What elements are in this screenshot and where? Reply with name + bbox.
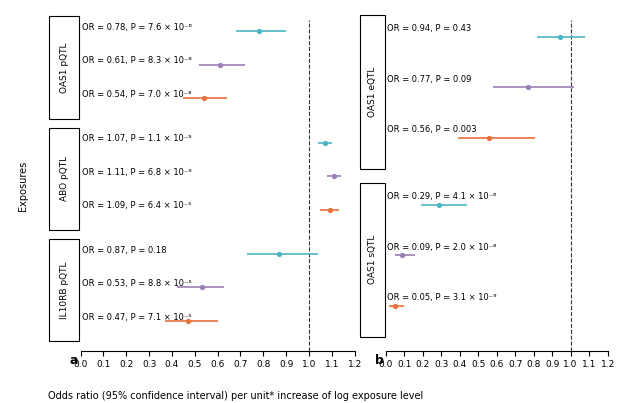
Text: OAS1 sQTL: OAS1 sQTL <box>368 235 377 284</box>
Bar <box>49 17 79 118</box>
Text: OR = 0.78, P = 7.6 × 10⁻⁶: OR = 0.78, P = 7.6 × 10⁻⁶ <box>82 23 192 32</box>
Bar <box>49 128 79 230</box>
Text: OR = 0.53, P = 8.8 × 10⁻⁵: OR = 0.53, P = 8.8 × 10⁻⁵ <box>82 279 192 288</box>
Text: OAS1 eQTL: OAS1 eQTL <box>368 66 377 117</box>
Text: OR = 0.05, P = 3.1 × 10⁻⁹: OR = 0.05, P = 3.1 × 10⁻⁹ <box>387 293 496 302</box>
Text: OR = 0.47, P = 7.1 × 10⁻⁵: OR = 0.47, P = 7.1 × 10⁻⁵ <box>82 313 192 322</box>
Bar <box>49 239 79 341</box>
Text: OR = 1.09, P = 6.4 × 10⁻⁵: OR = 1.09, P = 6.4 × 10⁻⁵ <box>82 201 192 210</box>
Text: a: a <box>69 354 78 367</box>
Text: ABO pQTL: ABO pQTL <box>60 156 69 202</box>
Text: OR = 0.09, P = 2.0 × 10⁻⁸: OR = 0.09, P = 2.0 × 10⁻⁸ <box>387 243 496 252</box>
Text: OR = 0.77, P = 0.09: OR = 0.77, P = 0.09 <box>387 75 471 84</box>
Text: OR = 1.07, P = 1.1 × 10⁻⁹: OR = 1.07, P = 1.1 × 10⁻⁹ <box>82 134 192 143</box>
Text: OR = 0.61, P = 8.3 × 10⁻⁸: OR = 0.61, P = 8.3 × 10⁻⁸ <box>82 56 192 65</box>
Text: OR = 0.94, P = 0.43: OR = 0.94, P = 0.43 <box>387 24 471 33</box>
Text: b: b <box>374 354 383 367</box>
Text: OR = 1.11, P = 6.8 × 10⁻⁹: OR = 1.11, P = 6.8 × 10⁻⁹ <box>82 168 192 177</box>
Text: OR = 0.29, P = 4.1 × 10⁻⁶: OR = 0.29, P = 4.1 × 10⁻⁶ <box>387 192 496 202</box>
Text: OR = 0.87, P = 0.18: OR = 0.87, P = 0.18 <box>82 246 167 255</box>
Text: IL10RB pQTL: IL10RB pQTL <box>60 262 69 319</box>
Bar <box>360 15 384 168</box>
Bar <box>360 183 384 337</box>
Y-axis label: Exposures: Exposures <box>18 160 28 210</box>
Text: Odds ratio (95% confidence interval) per unit* increase of log exposure level: Odds ratio (95% confidence interval) per… <box>48 391 423 401</box>
Text: OR = 0.56, P = 0.003: OR = 0.56, P = 0.003 <box>387 125 476 134</box>
Text: OAS1 pQTL: OAS1 pQTL <box>60 42 69 93</box>
Text: OR = 0.54, P = 7.0 × 10⁻⁸: OR = 0.54, P = 7.0 × 10⁻⁸ <box>82 90 192 99</box>
